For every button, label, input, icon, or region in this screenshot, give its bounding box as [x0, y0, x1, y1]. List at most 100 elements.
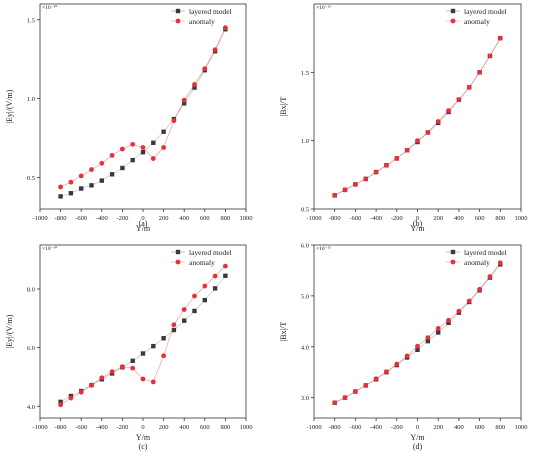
plot-frame	[313, 3, 522, 210]
legend-marker-circle	[450, 259, 456, 265]
plot-frame	[39, 3, 247, 210]
y-tick-label: 8.0	[27, 286, 35, 293]
data-point-circle	[425, 130, 431, 135]
y-tick-label: 6.0	[301, 243, 309, 250]
data-point-circle	[497, 260, 503, 266]
axis-multiplier: ×10⁻¹⁵	[316, 246, 331, 252]
data-point-circle	[78, 173, 84, 179]
data-point-circle	[109, 152, 115, 158]
series-line	[334, 38, 501, 196]
x-tick-label: 1000	[240, 215, 253, 222]
x-axis-label: Y/m	[410, 433, 425, 442]
x-tick-label: -400	[96, 215, 108, 222]
data-point-circle	[171, 322, 177, 328]
panel-caption: (d)	[413, 442, 423, 451]
data-point-circle	[477, 286, 482, 292]
data-point-circle	[223, 263, 228, 269]
x-tick-label: -200	[391, 215, 403, 222]
x-tick-label: 200	[159, 215, 169, 222]
legend-marker-square	[175, 249, 181, 255]
legend-marker-circle	[175, 259, 181, 265]
series-line	[334, 262, 501, 403]
x-tick-label: -600	[349, 215, 361, 222]
x-tick-label: -200	[116, 215, 128, 222]
data-point-circle	[394, 156, 400, 161]
data-point-circle	[150, 156, 156, 161]
y-axis-label: |Ey|/(V/m)	[5, 314, 14, 348]
x-tick-label: 0	[416, 424, 419, 431]
data-point-circle	[161, 145, 167, 150]
data-point-circle	[212, 47, 218, 53]
x-tick-label: 400	[454, 424, 464, 431]
data-point-square	[79, 186, 84, 191]
data-point-circle	[78, 389, 84, 395]
axis-multiplier: ×10⁻¹⁰	[42, 245, 58, 252]
x-tick-label: 1000	[240, 424, 253, 431]
legend-marker-circle	[175, 18, 181, 24]
legend-label: anomaly	[189, 258, 215, 267]
x-tick-label: -600	[349, 424, 361, 431]
data-point-square	[99, 178, 104, 183]
chart-panel-1: -1000 -800 -600 -400 -200 0 200 400 600 800 1000 0.…	[5, 3, 253, 233]
x-tick-label: -1000	[32, 424, 47, 431]
data-point-circle	[363, 383, 369, 388]
x-axis-label: Y/m	[410, 224, 425, 233]
chart-panel-3: -1000 -800 -600 -400 -200 0 200 400 600 800 1000 4.…	[5, 244, 253, 451]
data-point-circle	[353, 182, 358, 187]
legend-marker-square	[175, 8, 181, 14]
y-axis-label: |Bx|/T	[279, 322, 288, 342]
data-point-circle	[415, 138, 420, 144]
x-tick-label: 600	[200, 215, 210, 222]
data-point-circle	[99, 160, 105, 166]
x-tick-label: -800	[329, 424, 341, 431]
x-tick-label: 200	[433, 424, 443, 431]
y-tick-label: 1.5	[301, 70, 309, 77]
data-point-circle	[192, 293, 197, 299]
data-point-square	[171, 327, 177, 333]
data-point-circle	[487, 274, 493, 279]
x-tick-label: -1000	[306, 424, 321, 431]
data-point-circle	[150, 379, 156, 385]
x-axis-label: Y/m	[136, 224, 151, 233]
data-point-circle	[425, 335, 431, 341]
y-tick-label: 1.0	[301, 138, 309, 145]
x-tick-label: 800	[495, 424, 505, 431]
data-point-circle	[181, 307, 187, 312]
data-point-circle	[373, 376, 379, 382]
data-point-square	[68, 191, 74, 196]
x-tick-label: -600	[75, 424, 87, 431]
data-point-circle	[384, 162, 389, 168]
y-axis-label: |Bx|/T	[279, 97, 288, 117]
x-tick-label: -1000	[306, 215, 321, 222]
data-point-circle	[171, 118, 177, 124]
series-line	[334, 38, 501, 196]
y-tick-label: 5.0	[301, 293, 309, 300]
y-tick-label: 1.0	[27, 96, 35, 103]
panel-caption: (b)	[413, 219, 423, 228]
data-point-circle	[477, 69, 482, 75]
x-tick-label: 600	[200, 424, 210, 431]
data-point-circle	[120, 364, 125, 370]
data-point-circle	[497, 35, 503, 41]
legend-marker-square	[450, 8, 456, 14]
data-point-square	[182, 318, 187, 323]
data-point-circle	[384, 369, 389, 375]
x-tick-label: -600	[75, 215, 87, 222]
data-point-circle	[466, 84, 472, 90]
y-tick-label: 0.5	[301, 207, 309, 214]
data-point-circle	[435, 119, 441, 124]
legend-label: layered model	[464, 248, 507, 257]
data-point-circle	[363, 176, 369, 182]
data-point-circle	[446, 108, 451, 113]
data-point-circle	[446, 317, 451, 323]
data-point-circle	[353, 389, 358, 394]
data-point-circle	[120, 146, 125, 152]
legend-label: layered model	[189, 248, 232, 257]
data-point-circle	[466, 298, 472, 304]
x-tick-label: 200	[159, 424, 169, 431]
series-line	[60, 27, 226, 188]
chart-panel-4: -1000 -800 -600 -400 -200 0 200 400 600 800 1000 3.…	[279, 243, 528, 452]
x-tick-label: -200	[391, 424, 403, 431]
plot-frame	[313, 244, 522, 419]
